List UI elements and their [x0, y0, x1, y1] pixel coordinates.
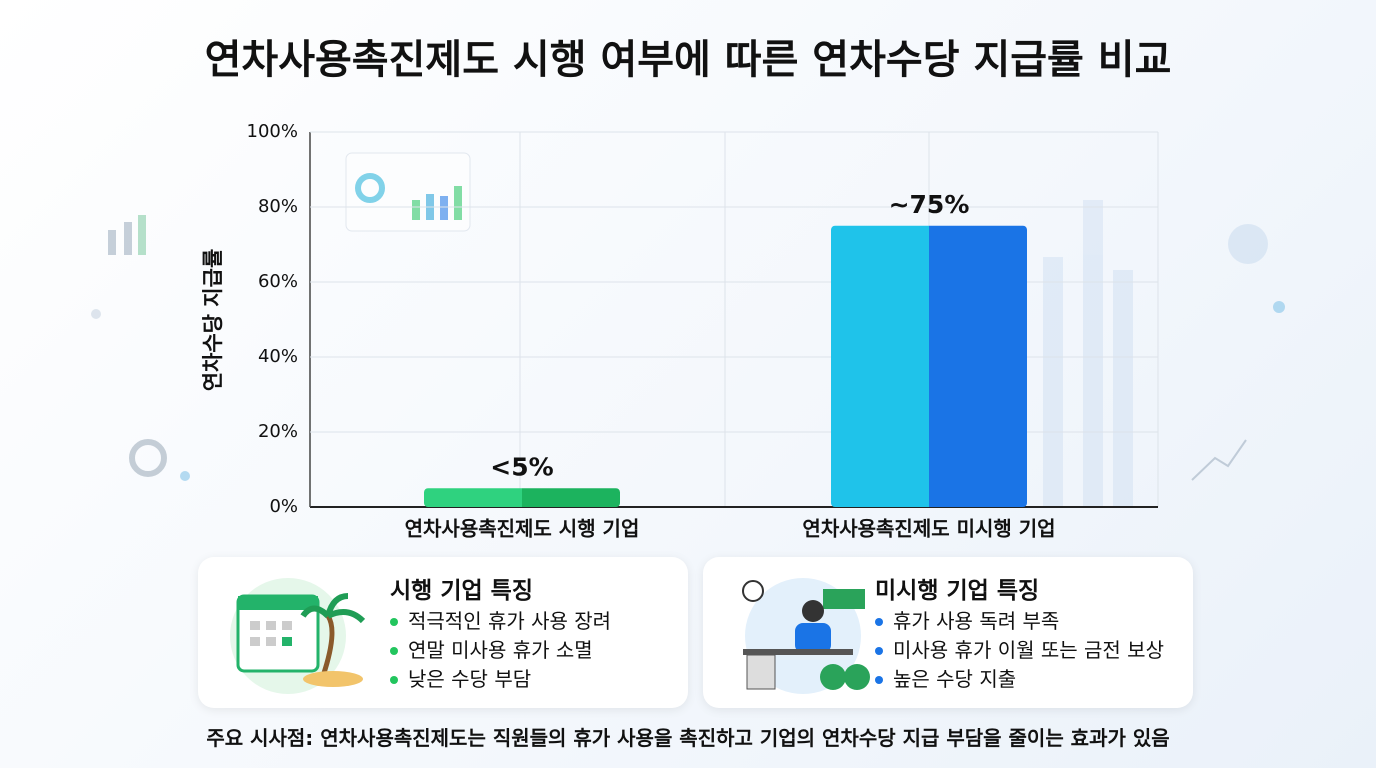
card: 시행 기업 특징 적극적인 휴가 사용 장려 연말 미사용 휴가 소멸 낮은 수…: [198, 557, 688, 708]
value-label: ~75%: [889, 190, 970, 219]
y-tick-label: 60%: [258, 271, 298, 292]
value-label: <5%: [490, 452, 553, 481]
y-tick-label: 20%: [258, 421, 298, 442]
card-item: 낮은 수당 부담: [390, 665, 611, 694]
key-insight: 주요 시사점: 연차사용촉진제도는 직원들의 휴가 사용을 촉진하고 기업의 연…: [206, 726, 1170, 750]
y-tick-label: 40%: [258, 346, 298, 367]
card-list: 휴가 사용 독려 부족 미사용 휴가 이월 또는 금전 보상 높은 수당 지출: [875, 607, 1164, 694]
card: 미시행 기업 특징 휴가 사용 독려 부족 미사용 휴가 이월 또는 금전 보상…: [703, 557, 1193, 708]
y-tick-label: 100%: [247, 121, 298, 142]
x-tick-label: 연차사용촉진제도 미시행 기업: [802, 517, 1055, 541]
bar: [831, 225, 1027, 507]
card-title: 미시행 기업 특징: [875, 578, 1040, 604]
y-tick-label: 0%: [269, 496, 298, 517]
card-item: 연말 미사용 휴가 소멸: [390, 636, 611, 665]
card-title: 시행 기업 특징: [390, 578, 533, 604]
card-item: 높은 수당 지출: [875, 665, 1164, 694]
card-item: 적극적인 휴가 사용 장려: [390, 607, 611, 636]
y-axis-label: 연차수당 지급률: [201, 249, 225, 392]
calendar-icon: [230, 578, 366, 694]
y-tick-label: 80%: [258, 196, 298, 217]
card-item: 미사용 휴가 이월 또는 금전 보상: [875, 636, 1164, 665]
card-list: 적극적인 휴가 사용 장려 연말 미사용 휴가 소멸 낮은 수당 부담: [390, 607, 611, 694]
chart-title: 연차사용촉진제도 시행 여부에 따른 연차수당 지급률 비교: [205, 37, 1172, 83]
card-item: 휴가 사용 독려 부족: [875, 607, 1164, 636]
chart: 연차사용촉진제도 시행 여부에 따른 연차수당 지급률 비교 연차수당 지급률 …: [91, 37, 1285, 541]
bar: [424, 488, 620, 507]
office-icon: [742, 578, 870, 694]
x-tick-label: 연차사용촉진제도 시행 기업: [405, 517, 640, 541]
